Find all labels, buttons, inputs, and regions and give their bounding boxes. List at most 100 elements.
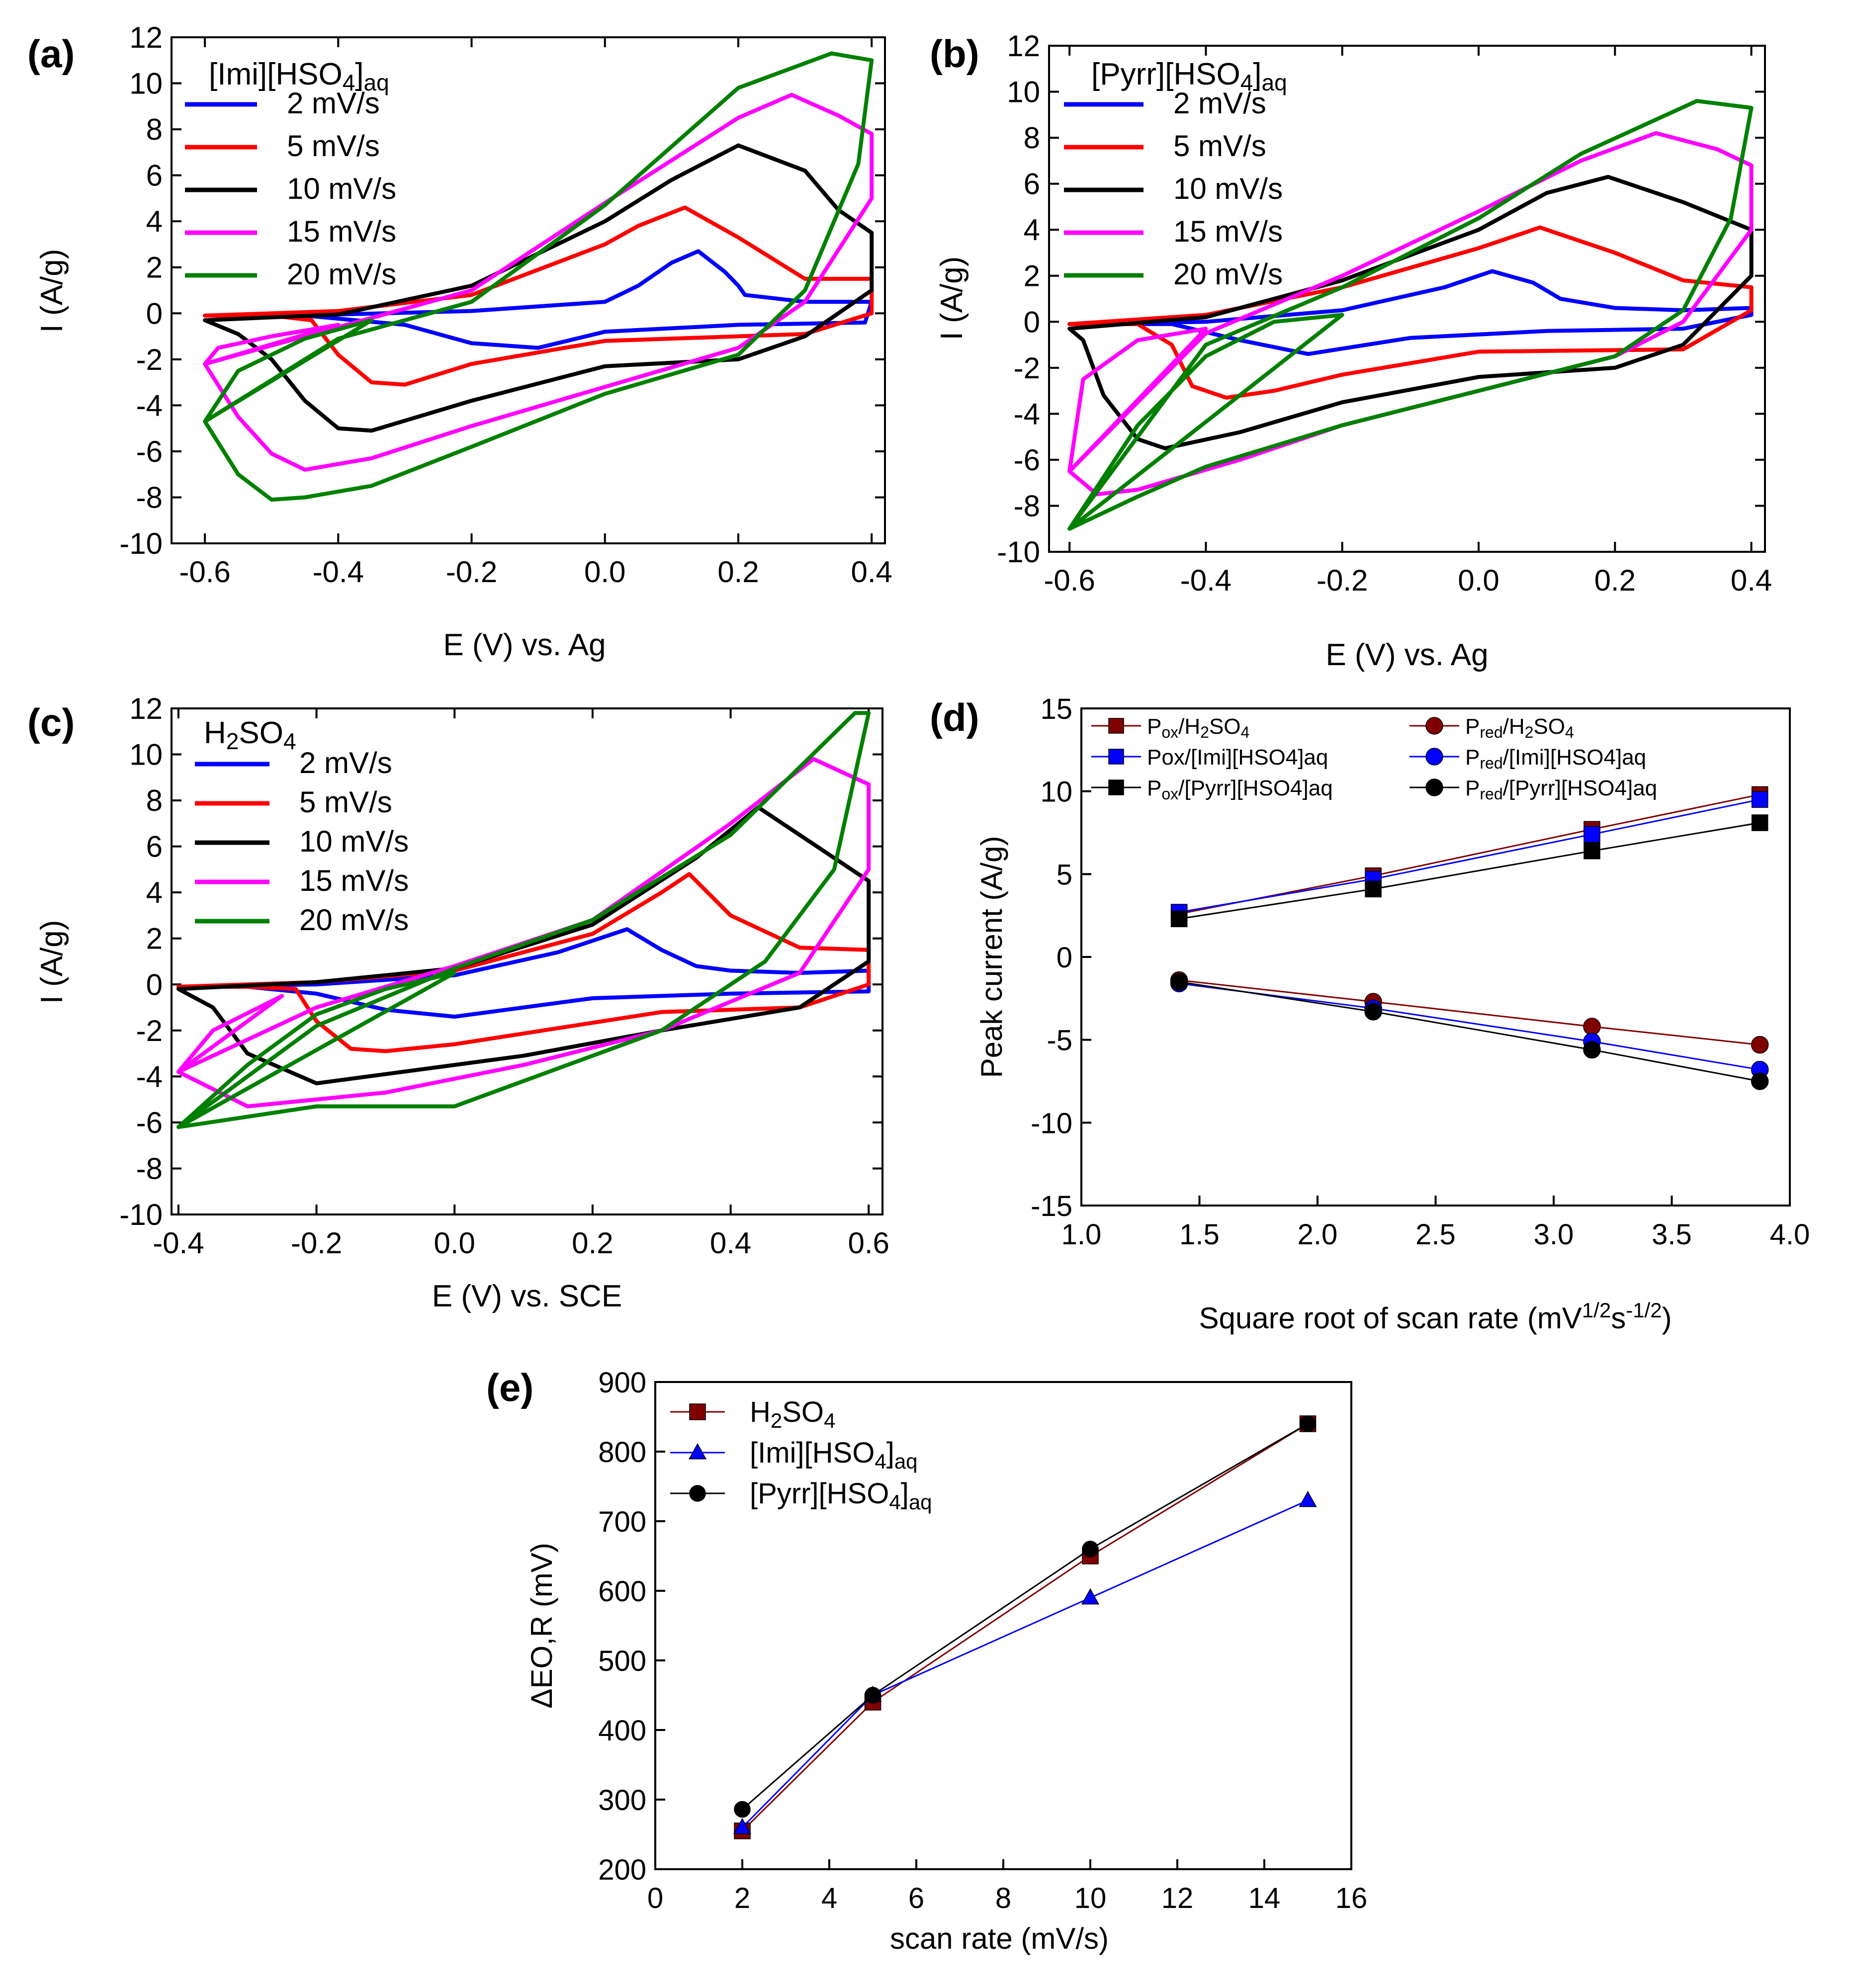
legend-label: 20 mV/s [299, 903, 409, 937]
panel-c-label: (c) [27, 700, 75, 744]
panel-c-legend-title: H2SO4 [204, 716, 296, 754]
x-tick-label: 0.0 [584, 555, 625, 589]
series-line-10-mv-s [203, 143, 874, 433]
y-tick-label: 2 [146, 922, 163, 955]
series-line-5-mv-s [203, 205, 874, 387]
y-tick-label: 6 [1024, 168, 1040, 201]
panel-c: (c) -0.4 -0.2 0.0 0.2 0.4 0.6 -10 -8 -6 -4 -2 0 2 4 6 8… [27, 692, 889, 1313]
series-line [1179, 979, 1760, 1046]
x-tick-label: 0.0 [1458, 564, 1499, 597]
y-tick-label: 2 [146, 251, 163, 284]
panel-b-legend-title: [Pyrr][HSO4]aq [1091, 57, 1287, 95]
y-tick-label: 6 [146, 159, 163, 192]
y-tick-label: -2 [1014, 351, 1040, 385]
data-point [1365, 880, 1382, 898]
legend-label: 15 mV/s [1173, 215, 1283, 248]
x-tick-label: 8 [995, 1882, 1011, 1914]
x-tick-label: 0.2 [572, 1226, 613, 1260]
legend-label: 5 mV/s [1173, 129, 1266, 163]
panel-e-xlabel: scan rate (mV/s) [890, 1922, 1109, 1955]
series-line [1179, 798, 1761, 913]
y-tick-label: 8 [146, 784, 163, 817]
x-tick-label: 3.5 [1652, 1218, 1692, 1251]
series-line [1179, 981, 1760, 1082]
series-line [1179, 822, 1760, 920]
y-tick-label: 4 [146, 876, 163, 909]
x-tick-label: 10 [1074, 1882, 1107, 1914]
legend-label: 15 mV/s [287, 215, 396, 248]
y-tick-label: -4 [136, 1060, 163, 1093]
y-tick-label: -10 [997, 535, 1040, 569]
panel-c-frame [171, 707, 883, 1215]
y-tick-label: -10 [1031, 1107, 1072, 1139]
y-tick-label: 800 [598, 1436, 646, 1469]
data-point [1170, 910, 1188, 928]
x-tick-label: -0.4 [153, 1226, 204, 1260]
panel-e-ylabel: ΔEO,R (mV) [525, 1543, 558, 1708]
legend-label: Pred/[Pyrr][HSO4]aq [1465, 776, 1657, 803]
x-tick-label: 1.0 [1061, 1218, 1102, 1251]
panel-a-xlabel: E (V) vs. Ag [443, 628, 606, 662]
data-point [1299, 1415, 1317, 1432]
y-tick-label: 12 [129, 692, 163, 725]
y-tick-label: 600 [598, 1575, 646, 1608]
data-point [1584, 826, 1600, 843]
data-point [734, 1801, 751, 1818]
legend-label: 2 mV/s [299, 746, 392, 779]
legend-marker [1108, 749, 1124, 765]
legend-label: 5 mV/s [299, 785, 392, 819]
panel-b-xlabel: E (V) vs. Ag [1325, 638, 1488, 672]
legend-label: Pred/H2SO4 [1465, 714, 1574, 741]
data-point [1751, 1036, 1769, 1054]
legend-marker [1108, 779, 1124, 795]
y-tick-label: 10 [1040, 776, 1072, 808]
y-tick-label: 8 [1024, 121, 1040, 155]
data-point [1751, 791, 1768, 808]
y-tick-label: 0 [146, 297, 163, 330]
data-point [1751, 814, 1768, 831]
legend-label: 10 mV/s [299, 825, 409, 858]
y-tick-label: -6 [136, 435, 163, 468]
x-tick-label: 14 [1248, 1882, 1281, 1914]
series-line-10-mv-s [176, 805, 871, 1086]
legend-marker [1425, 748, 1443, 766]
data-point [1364, 1003, 1382, 1021]
series-line-15-mv-s [1067, 131, 1754, 497]
legend-label: 20 mV/s [287, 258, 396, 291]
y-tick-label: -5 [1047, 1025, 1072, 1057]
x-tick-label: 1.5 [1179, 1218, 1220, 1251]
y-tick-label: 900 [598, 1367, 646, 1399]
data-point [1584, 842, 1600, 860]
y-tick-label: -10 [119, 527, 163, 560]
x-tick-label: 3.0 [1534, 1218, 1574, 1251]
data-point [1081, 1588, 1100, 1605]
series-line [1179, 793, 1761, 915]
y-tick-label: 200 [598, 1854, 646, 1886]
data-point [733, 1817, 752, 1834]
x-tick-label: 0.0 [434, 1226, 475, 1260]
data-point [1170, 973, 1188, 991]
x-tick-label: -0.2 [446, 555, 497, 589]
panel-e-frame [654, 1381, 1352, 1870]
data-point [1082, 1541, 1099, 1557]
x-tick-label: 4 [821, 1882, 837, 1914]
x-tick-label: 2.0 [1298, 1218, 1338, 1251]
panel-b: (b) -0.6 -0.4 -0.2 0.0 0.2 0.4 -10 -8 -6 -4 -2 0 2 4 6… [930, 29, 1772, 672]
panel-d-xlabel: Square root of scan rate (mV1/2s-1/2) [1199, 1298, 1672, 1335]
y-tick-label: 4 [1024, 213, 1040, 247]
x-tick-label: -0.4 [1180, 564, 1232, 597]
panel-b-ylabel: I (A/g) [935, 257, 969, 341]
x-tick-label: 4.0 [1770, 1218, 1810, 1251]
y-tick-label: 5 [1057, 859, 1072, 891]
y-tick-label: 2 [1024, 259, 1040, 293]
series-line-5-mv-s [1067, 225, 1754, 400]
x-tick-label: 0.4 [1731, 564, 1772, 597]
y-tick-label: -2 [136, 1014, 163, 1047]
legend-label: 5 mV/s [287, 129, 380, 163]
panel-a: (a) -0.6 -0.4 -0.2 0.0 0.2 0.4 -10 -8 -6 -4 -2 0 2 4 6… [27, 21, 892, 662]
panel-a-label: (a) [27, 32, 75, 76]
y-tick-label: -8 [136, 1152, 163, 1185]
legend-marker [1108, 718, 1124, 734]
panel-a-ylabel: I (A/g) [35, 249, 69, 333]
y-tick-label: 12 [129, 21, 163, 54]
